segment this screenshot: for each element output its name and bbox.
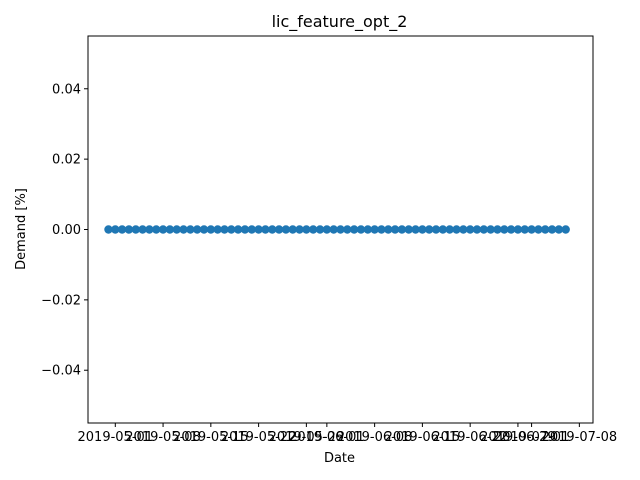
data-point: [288, 225, 297, 234]
data-point: [274, 225, 284, 234]
data-point: [192, 225, 202, 234]
data-point: [131, 225, 140, 234]
data-point: [425, 225, 434, 234]
data-point: [213, 225, 222, 234]
data-point: [349, 225, 359, 234]
x-tick-label: 2019-05-15: [173, 430, 249, 445]
data-point: [459, 225, 468, 234]
data-point: [302, 225, 311, 234]
data-point: [281, 225, 291, 234]
data-point: [561, 225, 570, 234]
data-point: [363, 225, 372, 234]
x-tick-label: 2019-05-29: [269, 430, 345, 445]
y-tick-label: 0.04: [52, 82, 81, 97]
data-point: [370, 225, 379, 234]
x-tick-label: 2019-06-01: [289, 430, 365, 445]
data-point: [240, 225, 250, 234]
data-point: [527, 225, 536, 234]
y-tick-label: 0.02: [52, 153, 81, 168]
data-point: [384, 225, 393, 234]
data-point: [554, 225, 564, 234]
axis-ticks: 0.040.020.00−0.02−0.042019-05-012019-05-…: [41, 82, 617, 445]
x-tick-label: 2019-05-01: [78, 430, 154, 445]
data-point: [220, 225, 229, 234]
data-point: [124, 225, 134, 234]
y-tick-label: 0.00: [52, 223, 81, 238]
data-point: [315, 225, 325, 234]
data-point: [111, 225, 120, 234]
y-tick-label: −0.04: [41, 364, 81, 379]
data-point: [322, 225, 332, 234]
data-point: [438, 225, 448, 234]
data-point: [479, 225, 489, 234]
x-tick-label: 2019-05-22: [221, 430, 297, 445]
data-point: [534, 225, 543, 234]
x-tick-label: 2019-06-08: [337, 430, 413, 445]
data-point: [397, 225, 407, 234]
data-point: [295, 225, 304, 234]
data-point: [233, 225, 243, 234]
data-point: [152, 225, 161, 234]
data-point: [145, 225, 154, 234]
plot-frame: [87, 35, 594, 424]
data-point: [493, 225, 502, 234]
data-point: [404, 225, 413, 234]
data-points: [104, 225, 570, 234]
data-point: [343, 225, 352, 234]
data-point: [411, 225, 420, 234]
data-point: [254, 225, 263, 234]
chart-title: lic_feature_opt_2: [272, 12, 408, 32]
data-point: [165, 225, 175, 234]
x-tick-label: 2019-06-29: [480, 430, 556, 445]
data-point: [431, 225, 441, 234]
data-point: [199, 225, 209, 234]
x-tick-label: 2019-06-15: [385, 430, 461, 445]
data-point: [172, 225, 181, 234]
data-point: [520, 225, 529, 234]
data-point: [179, 225, 188, 234]
data-point: [227, 225, 236, 234]
data-point: [186, 225, 195, 234]
data-point: [452, 225, 461, 234]
data-point: [104, 225, 113, 234]
data-point: [138, 225, 147, 234]
x-tick-label: 2019-06-22: [432, 430, 508, 445]
data-point: [247, 225, 256, 234]
data-point: [465, 225, 475, 234]
data-point: [377, 225, 386, 234]
x-tick-label: 2019-07-08: [542, 430, 618, 445]
data-point: [117, 225, 127, 234]
x-tick-label: 2019-05-08: [125, 430, 201, 445]
y-tick-label: −0.02: [41, 293, 81, 308]
y-axis-label: Demand [%]: [14, 188, 29, 270]
x-axis-label: Date: [324, 451, 355, 466]
data-point: [268, 225, 277, 234]
data-point: [506, 225, 516, 234]
data-point: [418, 225, 427, 234]
data-point: [486, 225, 495, 234]
data-point: [261, 225, 270, 234]
data-point: [500, 225, 509, 234]
data-point: [472, 225, 482, 234]
data-point: [541, 225, 550, 234]
data-point: [329, 225, 338, 234]
data-point: [547, 225, 557, 234]
data-point: [513, 225, 523, 234]
data-point: [356, 225, 366, 234]
data-point: [309, 225, 318, 234]
data-point: [390, 225, 400, 234]
x-tick-label: 2019-07-01: [494, 430, 570, 445]
data-point: [158, 225, 168, 234]
data-point: [445, 225, 454, 234]
data-point: [336, 225, 345, 234]
data-point: [206, 225, 216, 234]
